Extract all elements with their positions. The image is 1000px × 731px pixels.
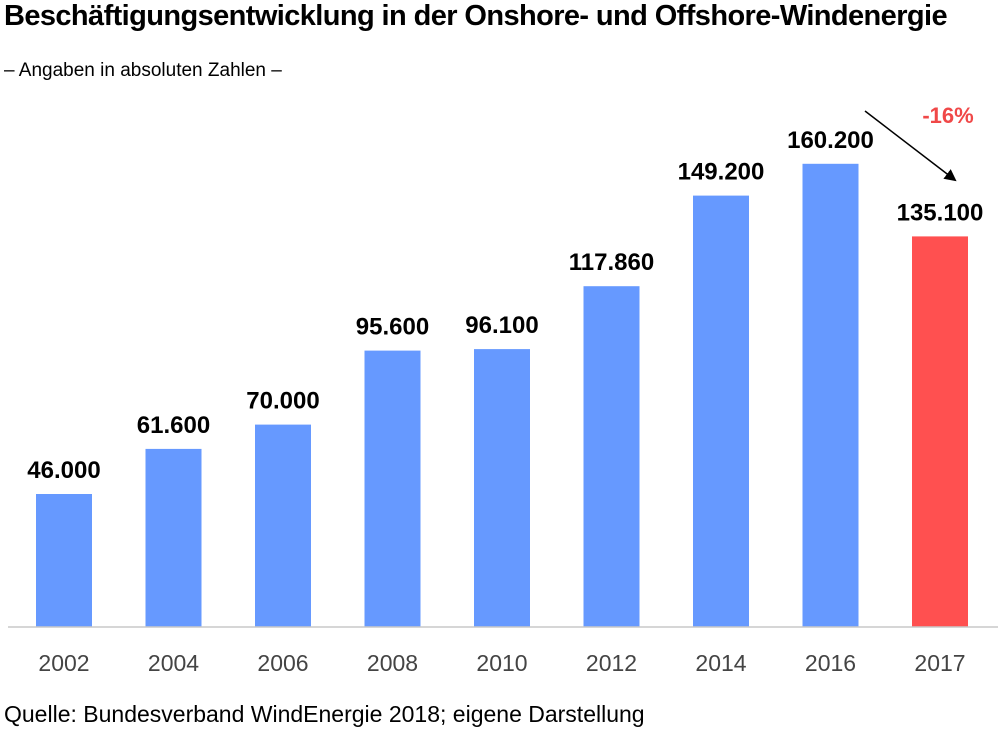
value-label-2012: 117.860 xyxy=(569,249,654,276)
value-label-2010: 96.100 xyxy=(465,312,538,339)
bar-2008 xyxy=(364,350,421,627)
bar-2012 xyxy=(583,286,640,627)
value-label-2008: 95.600 xyxy=(356,314,429,341)
value-label-2006: 70.000 xyxy=(246,388,319,415)
bar-2002 xyxy=(36,494,92,627)
value-label-2017: 135.100 xyxy=(897,199,984,226)
value-label-2014: 149.200 xyxy=(678,159,765,186)
x-tick-labels-layer: 2002 2004 2006 2008 2010 2012 2014 2016 2017 xyxy=(38,650,965,676)
x-tick-label-2012: 2012 xyxy=(586,650,637,676)
value-label-2002: 46.000 xyxy=(27,457,100,484)
x-tick-label-2010: 2010 xyxy=(476,650,527,676)
bar-2010 xyxy=(474,349,530,627)
chart-subtitle: – Angaben in absoluten Zahlen – xyxy=(4,60,282,81)
bar-2004 xyxy=(145,448,202,627)
x-tick-label-2002: 2002 xyxy=(38,650,89,676)
x-tick-label-2016: 2016 xyxy=(805,650,856,676)
x-tick-label-2014: 2014 xyxy=(695,650,746,676)
bars-layer xyxy=(36,163,968,628)
bar-2016 xyxy=(802,163,859,628)
value-label-2004: 61.600 xyxy=(137,412,210,439)
value-labels-layer: 46.000 61.600 70.000 95.600 96.100 117.860 149… xyxy=(27,127,983,484)
chart-title: Beschäftigungsentwicklung in der Onshore… xyxy=(4,0,948,32)
x-tick-label-2004: 2004 xyxy=(148,650,199,676)
x-tick-label-2008: 2008 xyxy=(367,650,418,676)
source-note: Quelle: Bundesverband WindEnergie 2018; … xyxy=(4,701,645,727)
x-tick-label-2006: 2006 xyxy=(257,650,308,676)
change-annotation: -16% xyxy=(922,103,973,128)
bar-2017 xyxy=(912,236,968,627)
trend-arrow xyxy=(864,110,957,182)
bar-2006 xyxy=(255,424,311,627)
bar-2014 xyxy=(693,195,749,627)
x-tick-label-2017: 2017 xyxy=(914,650,965,676)
value-label-2016: 160.200 xyxy=(787,127,874,154)
